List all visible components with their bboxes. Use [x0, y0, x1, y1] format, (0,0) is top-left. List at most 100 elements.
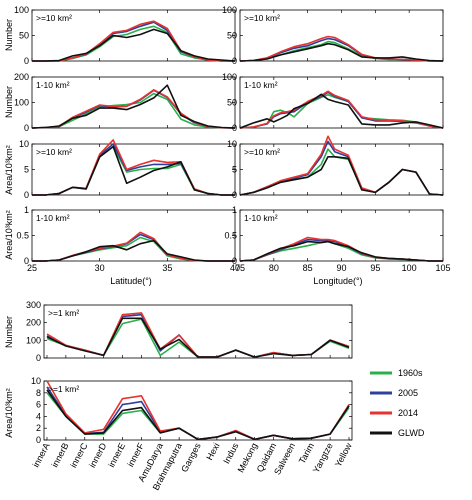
- xlabel-latitude: Latitude(°): [110, 276, 152, 286]
- panel-annotation-lon_area_1to10: 1-10 km²: [244, 213, 278, 223]
- y-tick-label-lon_num_1to10-2: 100: [222, 72, 237, 82]
- series-line-lon_area_1to10-GLWD: [239, 240, 443, 262]
- x-tick-label-lat_area_1to10-0: 25: [27, 263, 37, 273]
- panel-lat_area_1to10: 0 0.5 1 25 30 35 40 1-10 km²: [16, 205, 240, 273]
- y-tick-label-lon_area_gt10-2: 10: [227, 139, 237, 149]
- series-line-lon_num_gt10-GLWD: [239, 42, 444, 62]
- x-tick-label-basin_area-9: Hexi: [204, 441, 221, 462]
- y-tick-label-lon_area_gt10-1: 5: [232, 165, 237, 175]
- y-tick-label-lat_area_gt10-2: 10: [19, 139, 29, 149]
- x-tick-label-lon_area_1to10-2: 85: [303, 263, 313, 273]
- x-tick-label-lon_area_1to10-1: 80: [269, 263, 279, 273]
- series-line-basin_num-GLWD: [46, 317, 350, 358]
- y-tick-label-lon_area_1to10-0: 0: [232, 256, 237, 266]
- y-tick-label-lat_num_1to10-0: 0: [24, 123, 29, 133]
- series-line-basin_num-s2014: [46, 312, 350, 358]
- panel-annotation-lon_num_1to10: 1-10 km²: [244, 80, 278, 90]
- y-tick-label-basin_area-0: 0: [36, 435, 41, 445]
- ylabel-number-row2: Number: [4, 86, 14, 118]
- series-line-lat_num_1to10-s2014: [31, 89, 236, 129]
- ylabel-area-bottom: Area/10³km²: [4, 388, 14, 438]
- ylabel-number-bottom: Number: [4, 316, 14, 348]
- y-tick-label-lat_area_1to10-0: 0: [24, 256, 29, 266]
- series-line-lon_num_1to10-s2014: [239, 90, 444, 129]
- y-tick-label-basin_area-4: 8: [36, 388, 41, 398]
- y-tick-label-lon_area_1to10-2: 1: [232, 205, 237, 215]
- y-tick-label-lat_num_1to10-2: 200: [14, 72, 29, 82]
- panel-annotation-lat_num_gt10: >=10 km²: [36, 13, 72, 23]
- legend-label-1960s: 1960s: [398, 368, 423, 378]
- y-tick-label-basin_area-3: 6: [36, 400, 41, 410]
- series-line-lat_num_1to10-s2005: [31, 89, 236, 129]
- series-line-basin_area-GLWD: [46, 389, 350, 441]
- panel-annotation-basin_num: >=1 km²: [48, 308, 79, 318]
- x-tick-label-lat_area_1to10-2: 35: [162, 263, 172, 273]
- ylabel-area-row3: Area/10³km²: [4, 145, 14, 195]
- panel-annotation-lat_num_1to10: 1-10 km²: [36, 80, 70, 90]
- x-tick-label-basin_area-4: innerE: [106, 441, 127, 469]
- y-tick-label-lat_area_1to10-2: 1: [24, 205, 29, 215]
- y-tick-label-lon_area_gt10-0: 0: [232, 190, 237, 200]
- x-tick-label-lon_area_1to10-4: 95: [370, 263, 380, 273]
- y-tick-label-basin_num-1: 100: [26, 335, 41, 345]
- x-tick-label-basin_area-10: Indus: [221, 441, 240, 466]
- y-tick-label-lat_num_gt10-1: 50: [19, 31, 29, 41]
- panel-lat_area_gt10: 0 5 10 >=10 km²: [19, 139, 236, 200]
- panel-lat_num_gt10: 0 50 100 >=10 km²: [14, 5, 236, 66]
- y-tick-label-basin_num-2: 200: [26, 318, 41, 328]
- panel-annotation-lat_area_gt10: >=10 km²: [36, 147, 72, 157]
- y-tick-label-lat_num_gt10-2: 100: [14, 5, 29, 15]
- series-line-lon_num_gt10-s2014: [239, 35, 443, 62]
- x-tick-label-basin_area-16: Yellow: [333, 441, 354, 469]
- xlabel-longitude: Longitude(°): [313, 276, 362, 286]
- panel-annotation-lon_area_gt10: >=10 km²: [244, 147, 280, 157]
- panel-annotation-lat_area_1to10: 1-10 km²: [36, 213, 70, 223]
- panel-basin_num: 0 100 200 300 >=1 km²: [26, 300, 353, 363]
- series-line-lon_area_gt10-GLWD: [239, 156, 444, 196]
- y-tick-label-basin_num-3: 300: [26, 300, 41, 310]
- panel-basin_area: 0246810innerAinnerBinnerCinnerDinnerEinn…: [31, 376, 354, 492]
- legend: 1960s 2005 2014 GLWD: [370, 368, 425, 438]
- plot-frame-basin_num: [43, 304, 353, 359]
- series-line-lon_num_1to10-GLWD: [239, 93, 444, 129]
- panel-annotation-basin_area: >=1 km²: [48, 384, 79, 394]
- x-tick-label-lat_area_1to10-3: 40: [230, 263, 240, 273]
- x-tick-label-basin_area-3: innerD: [87, 441, 109, 470]
- y-tick-label-lon_num_1to10-1: 50: [227, 98, 237, 108]
- y-tick-label-lat_area_gt10-1: 5: [24, 165, 29, 175]
- legend-label-2005: 2005: [398, 388, 418, 398]
- y-tick-label-lon_num_gt10-0: 0: [232, 56, 237, 66]
- y-tick-label-lat_num_gt10-0: 0: [24, 56, 29, 66]
- x-tick-label-lon_area_1to10-6: 105: [435, 263, 450, 273]
- panel-lon_area_1to10: 0 0.5 1 75 80 85 90 95 100 105 1-10 km²: [224, 205, 450, 273]
- y-tick-label-lat_area_gt10-0: 0: [24, 190, 29, 200]
- series-line-lat_area_1to10-GLWD: [32, 239, 235, 262]
- y-tick-label-lat_area_1to10-1: 0.5: [16, 231, 29, 241]
- y-tick-label-basin_area-1: 2: [36, 423, 41, 433]
- ylabel-number-row1: Number: [4, 19, 14, 51]
- y-tick-label-lon_num_gt10-2: 100: [222, 5, 237, 15]
- x-tick-label-lon_area_1to10-5: 100: [402, 263, 417, 273]
- x-tick-label-basin_area-14: Tarim: [297, 441, 316, 465]
- series-line-lat_area_1to10-s1960s: [32, 236, 235, 262]
- series-line-lat_num_1to10-s1960s: [31, 92, 236, 129]
- ylabel-area-row4: Area/10³km²: [4, 210, 14, 260]
- series-line-lon_area_1to10-s2014: [239, 236, 443, 262]
- series-line-basin_num-s2005: [46, 313, 350, 358]
- x-tick-label-lon_area_1to10-0: 75: [235, 263, 245, 273]
- legend-label-2014: 2014: [398, 408, 418, 418]
- series-line-lat_area_gt10-GLWD: [32, 145, 235, 196]
- series-line-basin_area-s2014: [46, 380, 350, 441]
- series-line-lat_num_gt10-s1960s: [32, 25, 235, 62]
- y-tick-label-basin_area-5: 10: [31, 376, 41, 386]
- y-tick-label-lon_num_1to10-0: 0: [232, 123, 237, 133]
- series-line-lat_num_gt10-GLWD: [32, 28, 236, 62]
- y-tick-label-basin_area-2: 4: [36, 411, 41, 421]
- panel-lon_num_gt10: 0 50 100 >=10 km²: [222, 5, 444, 66]
- series-line-lat_num_gt10-s2014: [32, 20, 235, 62]
- panel-lon_area_gt10: 0 5 10 >=10 km²: [227, 135, 444, 200]
- y-tick-label-lon_num_gt10-1: 50: [227, 31, 237, 41]
- panel-annotation-lon_num_gt10: >=10 km²: [244, 13, 280, 23]
- x-tick-label-lat_area_1to10-1: 30: [95, 263, 105, 273]
